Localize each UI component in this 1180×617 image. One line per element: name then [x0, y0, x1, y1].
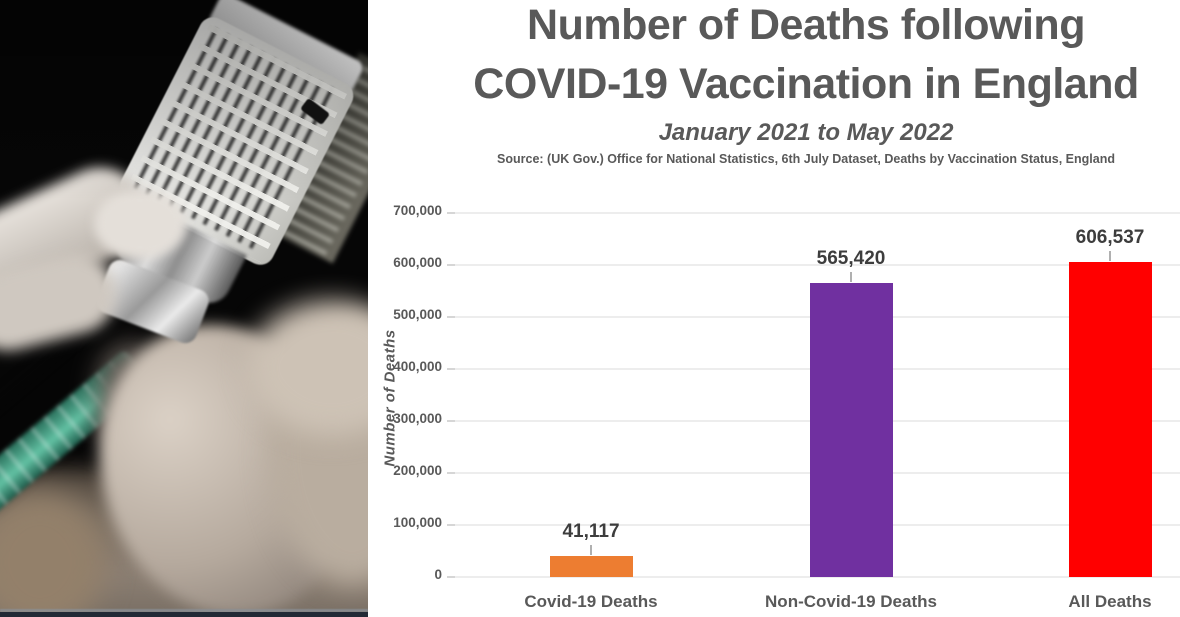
y-tick-mark: [447, 212, 455, 214]
category-label: Non-Covid-19 Deaths: [765, 592, 937, 611]
vaccine-photo: [0, 0, 368, 617]
data-label: 565,420: [816, 248, 886, 269]
y-tick-mark: [447, 316, 455, 318]
y-tick-mark: [447, 368, 455, 370]
chart-title-line1: Number of Deaths following: [527, 1, 1085, 49]
y-tick-label: 500,000: [393, 307, 442, 322]
chart-source-note: Source: (UK Gov.) Office for National St…: [497, 152, 1115, 166]
y-tick-label: 700,000: [393, 203, 442, 218]
y-tick-label: 0: [434, 567, 442, 582]
y-tick-mark: [447, 576, 455, 578]
chart-title-line2: COVID-19 Vaccination in England: [473, 60, 1139, 108]
data-label: 606,537: [1075, 227, 1145, 248]
chart-panel: Number of Deaths following COVID-19 Vacc…: [368, 0, 1180, 617]
bar-non-covid-19-deaths: [809, 283, 893, 577]
photo-top-shade: [0, 0, 368, 200]
category-label: Covid-19 Deaths: [524, 592, 658, 611]
y-tick-label: 200,000: [393, 463, 442, 478]
y-tick-label: 300,000: [393, 411, 442, 426]
gridline: [455, 576, 1180, 578]
bar-covid-19-deaths: [549, 556, 633, 577]
bar-all-deaths: [1068, 262, 1152, 577]
data-label-leader-line: [590, 545, 592, 555]
glove-fingertip: [94, 189, 186, 259]
gridline: [455, 212, 1180, 214]
y-tick-label: 100,000: [393, 515, 442, 530]
data-label-leader-line: [1109, 251, 1111, 261]
photo-bottom-gray-line: [0, 609, 368, 612]
y-tick-label: 400,000: [393, 359, 442, 374]
y-tick-mark: [447, 524, 455, 526]
y-tick-mark: [447, 264, 455, 266]
y-axis-title: Number of Deaths: [381, 329, 399, 467]
chart-subtitle: January 2021 to May 2022: [658, 119, 954, 146]
data-label-leader-line: [850, 272, 852, 282]
photo-bottom-dark-bar: [0, 612, 368, 617]
gridline: [455, 264, 1180, 266]
y-tick-label: 600,000: [393, 255, 442, 270]
category-label: All Deaths: [1068, 592, 1152, 611]
y-tick-mark: [447, 420, 455, 422]
data-label: 41,117: [562, 521, 620, 542]
y-tick-mark: [447, 472, 455, 474]
